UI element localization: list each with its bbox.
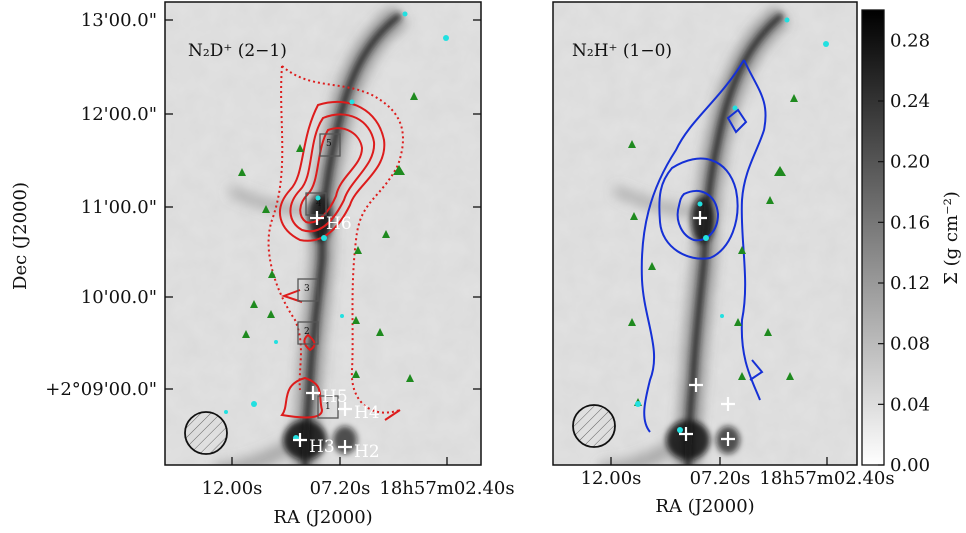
- colorbar-tick-label: 0.28: [890, 30, 930, 51]
- box-label-5: 5: [326, 139, 332, 149]
- left-source-crosses: [293, 211, 352, 454]
- left-yso-markers: [238, 92, 418, 382]
- left-y-tick-label: 12'00.0": [81, 104, 157, 125]
- colorbar-ticks: 0.00 0.04 0.08 0.12 0.16 0.20 0.24 0.28: [878, 30, 930, 476]
- left-x-tick-label: 12.00s: [202, 478, 263, 499]
- right-panel-title: N₂H⁺ (1−0): [572, 41, 672, 61]
- left-panel-title: N₂D⁺ (2−1): [188, 41, 287, 61]
- colorbar-label: Σ (g cm⁻²): [941, 191, 962, 285]
- right-x-ticks: 12.00s 07.20s 18h57m02.40s: [581, 457, 895, 489]
- colorbar-tick-label: 0.16: [890, 212, 930, 233]
- left-y-tick-label: +2°09'00.0": [45, 379, 157, 400]
- source-label-h4: H4: [354, 403, 380, 423]
- left-contours: [267, 65, 404, 421]
- box-label-1: 1: [325, 402, 331, 412]
- left-y-axis-title: Dec (J2000): [10, 182, 31, 290]
- left-panel: 1 2 3 4 5: [10, 1, 515, 528]
- box-label-2: 2: [304, 327, 310, 337]
- left-x-axis-title: RA (J2000): [273, 507, 372, 528]
- right-contours: [640, 59, 767, 433]
- left-x-ticks: 12.00s 07.20s 18h57m02.40s: [202, 457, 515, 499]
- colorbar: 0.00 0.04 0.08 0.12 0.16 0.20 0.24 0.28 Σ (g cm…: [861, 9, 962, 476]
- left-image: 1 2 3 4 5: [165, 2, 481, 465]
- right-x-tick-label: 12.00s: [581, 468, 642, 489]
- right-image: N₂H⁺ (1−0): [553, 2, 857, 465]
- right-beam: [572, 404, 616, 448]
- right-frame: [552, 1, 858, 466]
- source-label-h5: H5: [322, 387, 348, 407]
- left-y-tick-label: 11'00.0": [81, 197, 157, 218]
- colorbar-tick-label: 0.20: [890, 152, 930, 173]
- left-frame: [164, 1, 482, 466]
- right-x-axis-title: RA (J2000): [655, 496, 754, 517]
- box-label-4: 4: [316, 199, 322, 209]
- colorbar-tick-label: 0.00: [890, 455, 930, 476]
- right-x-tick-label: 07.20s: [690, 468, 751, 489]
- left-cyan-markers: [224, 11, 449, 441]
- right-cyan-markers: [635, 17, 829, 433]
- colorbar-tick-label: 0.12: [890, 273, 930, 294]
- right-x-tick-label: 18h57m02.40s: [759, 468, 894, 489]
- left-y-tick-label: 13'00.0": [81, 10, 157, 31]
- colorbar-tick-label: 0.04: [890, 394, 930, 415]
- box-label-3: 3: [304, 284, 310, 294]
- source-label-h3: H3: [309, 437, 335, 457]
- left-x-tick-label: 07.20s: [310, 478, 371, 499]
- right-source-crosses: [679, 211, 735, 446]
- left-y-tick-label: 10'00.0": [81, 287, 157, 308]
- source-label-h6: H6: [326, 214, 352, 234]
- left-beam: [184, 411, 228, 455]
- colorbar-tick-label: 0.08: [890, 334, 930, 355]
- colorbar-gradient: [861, 9, 885, 466]
- left-y-ticks: 13'00.0" 12'00.0" 11'00.0" 10'00.0" +2°09'00…: [45, 10, 481, 400]
- colorbar-tick-label: 0.24: [890, 91, 930, 112]
- left-x-tick-label: 18h57m02.40s: [379, 478, 514, 499]
- right-panel: N₂H⁺ (1−0) 12.00s 07.20s 18h57m02.40s RA (…: [552, 1, 895, 517]
- source-label-h2: H2: [354, 442, 380, 462]
